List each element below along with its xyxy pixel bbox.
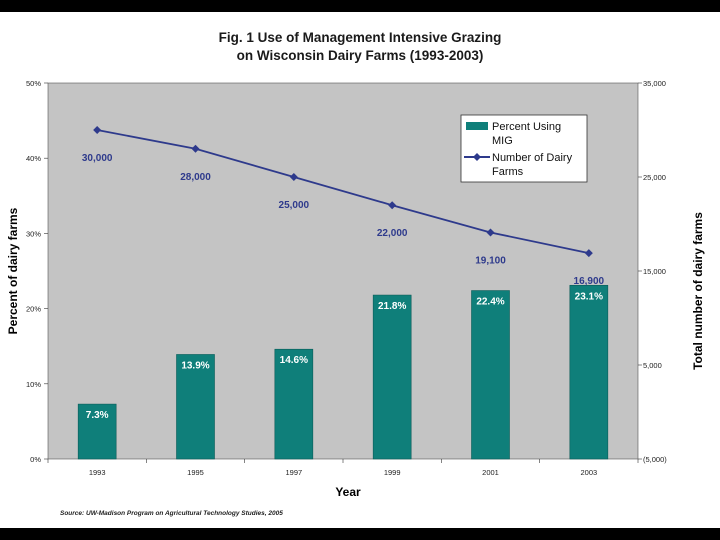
x-tick-label: 1999 [384, 468, 401, 477]
left-axis-title: Percent of dairy farms [6, 207, 20, 334]
chart-title-line-2: on Wisconsin Dairy Farms (1993-2003) [236, 48, 484, 63]
line-marker-1995 [191, 144, 200, 153]
bar-1995 [176, 354, 215, 460]
x-tick-label: 1993 [89, 468, 106, 477]
bar-labels: 7.3% 13.9% 14.6% 21.8% 22.4% 23.1% [86, 291, 603, 421]
line-label-1997: 25,000 [279, 200, 310, 211]
bar-1997 [274, 348, 314, 460]
line-marker-1993 [93, 126, 102, 134]
legend-marker-diamond [473, 153, 481, 161]
bar-label-1995: 13.9% [181, 360, 209, 371]
line-label-2001: 19,100 [475, 255, 506, 266]
line-marker-1999 [388, 201, 397, 210]
line-label-1993: 30,000 [82, 153, 113, 164]
left-tick-label: 30% [26, 229, 41, 238]
left-axis-ticks: 0% 10% 20% 30% 40% 50% [26, 79, 48, 464]
slide: Fig. 1 Use of Management Intensive Grazi… [0, 12, 720, 528]
line-marker-2001 [486, 228, 495, 237]
bar-2001 [471, 290, 510, 460]
line-label-2003: 16,900 [574, 276, 605, 287]
bar-2003 [569, 284, 609, 460]
chart-title: Fig. 1 Use of Management Intensive Grazi… [0, 29, 720, 65]
line-marker-1997 [289, 173, 298, 181]
source-note: Source: UW-Madison Program on Agricultur… [60, 510, 283, 517]
x-tick-label: 1995 [187, 468, 204, 477]
bar-label-1999: 21.8% [378, 301, 406, 312]
line-marker-2003 [584, 249, 593, 258]
bar-label-2001: 22.4% [476, 297, 504, 308]
line-labels: 30,000 28,000 25,000 22,000 19,100 16,900 [82, 153, 605, 287]
line-series [93, 126, 593, 258]
right-axis-ticks: (5,000) 5,000 15,000 25,000 35,000 [638, 79, 667, 464]
line-path [96, 129, 590, 255]
x-axis-title: Year [335, 485, 361, 499]
bar-1999 [372, 294, 412, 460]
left-tick-label: 20% [26, 305, 41, 314]
bar-label-1993: 7.3% [86, 410, 109, 421]
bar-label-1997: 14.6% [280, 355, 308, 366]
bar-label-2003: 23.1% [575, 291, 603, 302]
legend-label-bar-line2: MIG [492, 135, 513, 147]
legend-label-line-line1: Number of Dairy [492, 152, 573, 164]
right-tick-label: 5,000 [643, 361, 662, 370]
legend: Percent Using MIG Number of Dairy Farms [460, 114, 588, 183]
left-tick-label: 0% [30, 455, 41, 464]
chart-title-line-1: Fig. 1 Use of Management Intensive Grazi… [218, 30, 502, 45]
left-tick-label: 40% [26, 154, 41, 163]
legend-label-line-line2: Farms [492, 166, 524, 178]
x-tick-label: 1997 [285, 468, 302, 477]
line-label-1995: 28,000 [180, 172, 211, 183]
bar-series [77, 284, 609, 460]
chart-canvas: 0% 10% 20% 30% 40% 50% (5,000) 5,000 15,000 25,0… [6, 79, 705, 499]
x-tick-label: 2001 [482, 468, 499, 477]
right-tick-label: (5,000) [643, 455, 667, 464]
right-tick-label: 15,000 [643, 267, 666, 276]
right-axis-title: Total number of dairy farms [691, 212, 705, 370]
x-tick-label: 2003 [580, 468, 597, 477]
right-tick-label: 35,000 [643, 79, 666, 88]
left-tick-label: 50% [26, 79, 41, 88]
legend-swatch-bar [466, 122, 488, 130]
right-tick-label: 25,000 [643, 173, 666, 182]
bar-1993 [77, 403, 117, 460]
left-tick-label: 10% [26, 380, 41, 389]
x-axis-ticks: 1993 1995 1997 1999 2001 2003 [47, 459, 639, 477]
line-label-1999: 22,000 [377, 228, 408, 239]
legend-label-bar-line1: Percent Using [492, 121, 561, 133]
